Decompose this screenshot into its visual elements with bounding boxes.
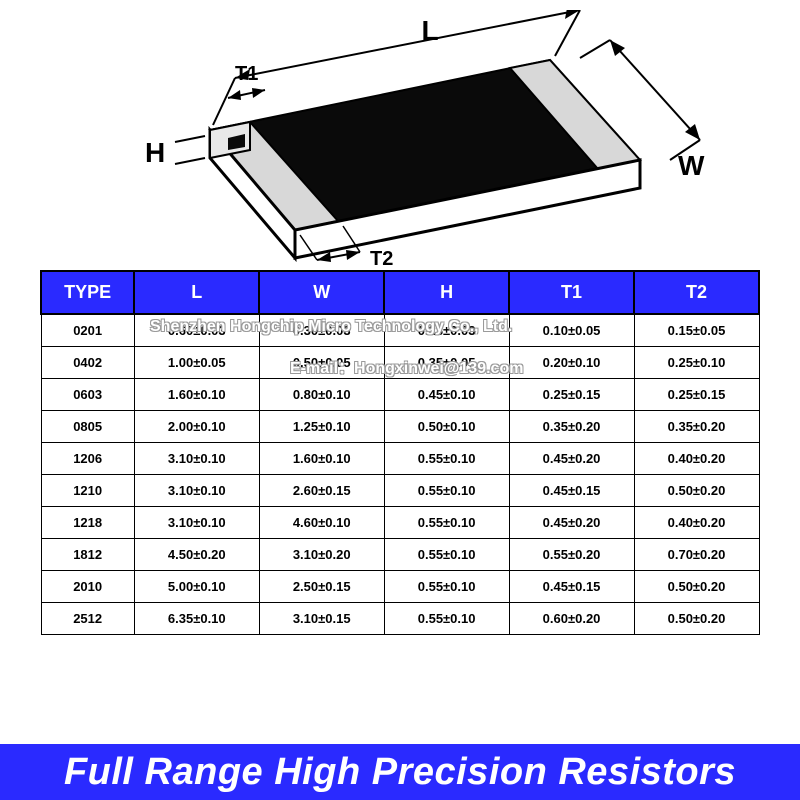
table-cell: 3.10±0.20: [259, 539, 384, 571]
table-cell: 0.55±0.10: [384, 443, 509, 475]
table-cell: 2.60±0.15: [259, 475, 384, 507]
table-cell: 0.55±0.10: [384, 507, 509, 539]
table-cell: 0.55±0.10: [384, 603, 509, 635]
table-cell: 0.55±0.20: [509, 539, 634, 571]
table-cell: 1.60±0.10: [134, 379, 259, 411]
table-cell: 0.50±0.20: [634, 571, 759, 603]
table-row: 08052.00±0.101.25±0.100.50±0.100.35±0.20…: [41, 411, 759, 443]
table-header-row: TYPELWHT1T2: [41, 271, 759, 314]
table-cell: 0.50±0.20: [634, 603, 759, 635]
table-cell: 0.60±0.20: [509, 603, 634, 635]
table-cell: 6.35±0.10: [134, 603, 259, 635]
table-cell: 0.10±0.05: [509, 314, 634, 347]
col-header: T1: [509, 271, 634, 314]
table-row: 25126.35±0.103.10±0.150.55±0.100.60±0.20…: [41, 603, 759, 635]
table-cell: 0.55±0.10: [384, 539, 509, 571]
table-cell: 0.40±0.20: [634, 443, 759, 475]
table-cell: 0.60±0.03: [134, 314, 259, 347]
table-cell: 0.30±0.03: [259, 314, 384, 347]
table-cell: 1.25±0.10: [259, 411, 384, 443]
col-header: TYPE: [41, 271, 134, 314]
table-cell: 0.45±0.20: [509, 443, 634, 475]
table-cell: 0.50±0.05: [259, 347, 384, 379]
table-cell: 0201: [41, 314, 134, 347]
table-cell: 0.20±0.10: [509, 347, 634, 379]
table-cell: 3.10±0.10: [134, 475, 259, 507]
label-L: L: [421, 15, 438, 46]
table-cell: 1.00±0.05: [134, 347, 259, 379]
dimensions-table: TYPELWHT1T2 02010.60±0.030.30±0.030.23±0…: [40, 270, 760, 635]
table-row: 06031.60±0.100.80±0.100.45±0.100.25±0.15…: [41, 379, 759, 411]
table-cell: 0.55±0.10: [384, 571, 509, 603]
table-cell: 0.80±0.10: [259, 379, 384, 411]
diagram-svg: L W H T1 T2: [80, 10, 720, 270]
table-cell: 1.60±0.10: [259, 443, 384, 475]
table-cell: 0.23±0.03: [384, 314, 509, 347]
col-header: T2: [634, 271, 759, 314]
table-cell: 0.55±0.10: [384, 475, 509, 507]
table-cell: 0805: [41, 411, 134, 443]
table-cell: 0.70±0.20: [634, 539, 759, 571]
table-cell: 0.50±0.20: [634, 475, 759, 507]
table-cell: 0.50±0.10: [384, 411, 509, 443]
table-cell: 1210: [41, 475, 134, 507]
label-T2: T2: [370, 248, 393, 270]
table-cell: 4.60±0.10: [259, 507, 384, 539]
table-cell: 2.00±0.10: [134, 411, 259, 443]
table-cell: 0402: [41, 347, 134, 379]
table-cell: 0.35±0.05: [384, 347, 509, 379]
col-header: H: [384, 271, 509, 314]
table-row: 12063.10±0.101.60±0.100.55±0.100.45±0.20…: [41, 443, 759, 475]
table-cell: 3.10±0.10: [134, 443, 259, 475]
table-cell: 0.15±0.05: [634, 314, 759, 347]
col-header: W: [259, 271, 384, 314]
table-cell: 0603: [41, 379, 134, 411]
table-cell: 5.00±0.10: [134, 571, 259, 603]
table-cell: 1218: [41, 507, 134, 539]
table-cell: 0.25±0.15: [634, 379, 759, 411]
table-row: 12103.10±0.102.60±0.150.55±0.100.45±0.15…: [41, 475, 759, 507]
table-cell: 2.50±0.15: [259, 571, 384, 603]
table-cell: 0.35±0.20: [634, 411, 759, 443]
table-body: 02010.60±0.030.30±0.030.23±0.030.10±0.05…: [41, 314, 759, 635]
table-cell: 0.45±0.10: [384, 379, 509, 411]
table-cell: 1206: [41, 443, 134, 475]
table-cell: 0.45±0.20: [509, 507, 634, 539]
table-cell: 0.40±0.20: [634, 507, 759, 539]
table-row: 12183.10±0.104.60±0.100.55±0.100.45±0.20…: [41, 507, 759, 539]
label-W: W: [678, 150, 705, 181]
dimensions-table-wrapper: TYPELWHT1T2 02010.60±0.030.30±0.030.23±0…: [0, 270, 800, 635]
table-cell: 0.25±0.10: [634, 347, 759, 379]
label-T1: T1: [235, 63, 258, 85]
table-cell: 0.45±0.15: [509, 475, 634, 507]
table-cell: 0.45±0.15: [509, 571, 634, 603]
table-cell: 3.10±0.10: [134, 507, 259, 539]
table-row: 20105.00±0.102.50±0.150.55±0.100.45±0.15…: [41, 571, 759, 603]
table-cell: 0.25±0.15: [509, 379, 634, 411]
table-cell: 2512: [41, 603, 134, 635]
table-cell: 4.50±0.20: [134, 539, 259, 571]
footer-text: Full Range High Precision Resistors: [64, 751, 736, 794]
footer-banner: Full Range High Precision Resistors: [0, 744, 800, 800]
table-cell: 0.35±0.20: [509, 411, 634, 443]
table-row: 02010.60±0.030.30±0.030.23±0.030.10±0.05…: [41, 314, 759, 347]
table-cell: 2010: [41, 571, 134, 603]
table-cell: 3.10±0.15: [259, 603, 384, 635]
table-row: 04021.00±0.050.50±0.050.35±0.050.20±0.10…: [41, 347, 759, 379]
resistor-diagram: L W H T1 T2: [0, 0, 800, 270]
table-row: 18124.50±0.203.10±0.200.55±0.100.55±0.20…: [41, 539, 759, 571]
label-H: H: [145, 137, 165, 168]
table-cell: 1812: [41, 539, 134, 571]
col-header: L: [134, 271, 259, 314]
